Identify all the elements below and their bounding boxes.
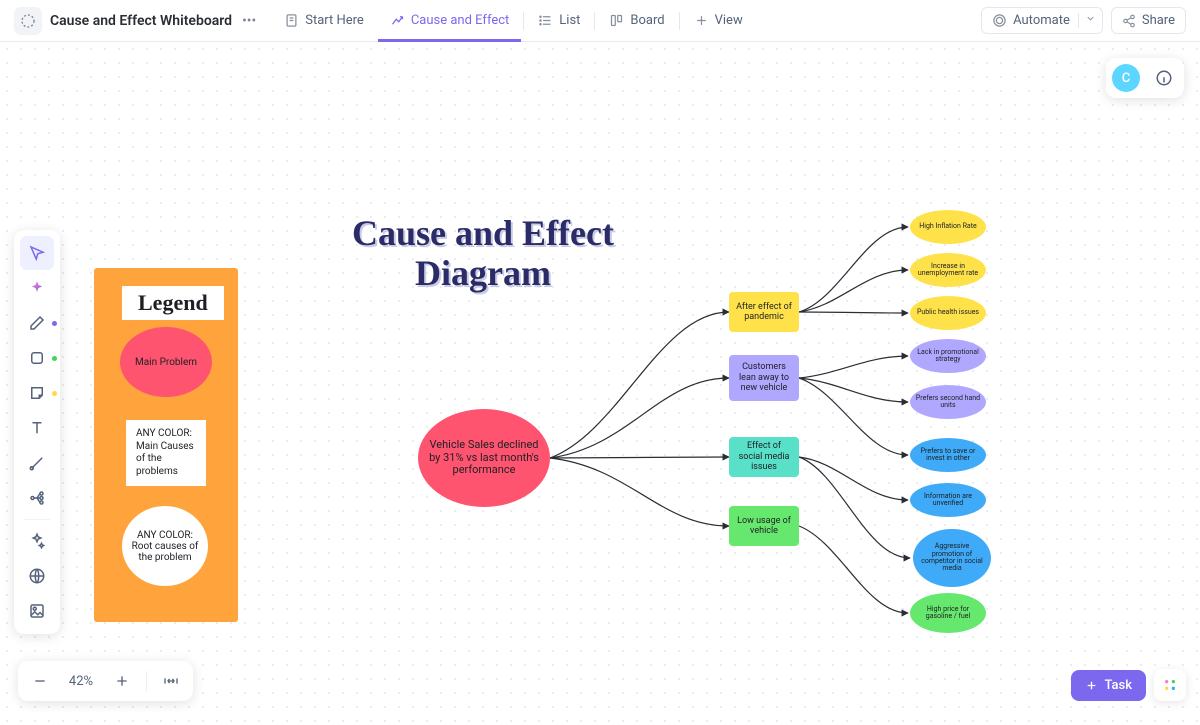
tool-sticky[interactable] [20,376,54,410]
effect-node: Aggressive promotion of competitor in so… [913,529,991,587]
task-label: Task [1104,678,1132,693]
view-tabs: Start Here Cause and Effect List Board V… [272,0,754,42]
legend-causes-box: ANY COLOR:Main Causesof theproblems [126,420,206,486]
doc-icon[interactable] [14,7,42,35]
effect-node: Prefers second hand units [910,385,986,419]
toolbar-separator [24,519,50,520]
legend-root-label: ANY COLOR:Root causes ofthe problem [126,530,205,563]
doc-title-more-icon[interactable]: ••• [240,13,258,29]
tab-add-view[interactable]: View [682,0,755,42]
effect-node: High price for gasoline / fuel [910,593,986,633]
cause-node: Customers lean away to new vehicle [729,355,799,401]
diagram-title: Cause and EffectDiagram [338,214,628,293]
effect-node: Information are unverified [910,483,986,517]
tool-connector[interactable] [20,446,54,480]
tool-text[interactable] [20,411,54,445]
cause-node: After effect of pandemic [729,292,799,332]
share-label: Share [1142,13,1175,28]
legend-main-problem: Main Problem [120,327,212,397]
tab-cause-and-effect[interactable]: Cause and Effect [378,0,521,42]
tab-start-here[interactable]: Start Here [272,0,376,42]
edges-svg [0,42,1200,725]
tool-select[interactable] [20,236,54,270]
tool-web[interactable] [20,559,54,593]
canvas-toolbar [14,230,60,634]
doc-title[interactable]: Cause and Effect Whiteboard [50,13,232,29]
topbar-right: Automate Share [981,7,1186,34]
diagram-layer: Cause and EffectDiagram Legend Main Prob… [0,42,1200,725]
tab-label: Start Here [305,13,364,28]
whiteboard-canvas[interactable]: Cause and EffectDiagram Legend Main Prob… [0,42,1200,725]
effect-node: Lack in promotional strategy [910,339,986,373]
cause-node: Effect of social media issues [729,437,799,477]
share-button[interactable]: Share [1111,7,1186,34]
effect-node: Public health issues [910,296,986,330]
legend-title: Legend [138,290,208,315]
effect-node: Prefers to save or invest in other [910,438,986,472]
zoom-separator [146,671,147,691]
zoom-fit-button[interactable] [157,667,185,695]
legend-title-box: Legend [122,286,224,320]
tab-separator [523,12,524,30]
tab-label: Board [630,13,664,28]
tool-pen[interactable] [20,306,54,340]
tool-magic[interactable] [20,524,54,558]
tab-label: List [559,13,580,28]
tab-separator [679,12,680,30]
apps-button[interactable] [1154,669,1186,701]
avatar-letter: C [1122,71,1131,86]
tab-label: Cause and Effect [411,13,509,28]
tab-label: View [715,13,743,28]
tab-separator [594,12,595,30]
automate-label: Automate [1013,13,1070,28]
bottom-right-controls: Task [1071,669,1186,701]
tool-ai[interactable] [20,271,54,305]
info-icon[interactable] [1150,64,1178,92]
top-bar: Cause and Effect Whiteboard ••• Start He… [0,0,1200,42]
presence-card: C [1106,58,1184,98]
automate-button[interactable]: Automate [981,7,1103,34]
tab-board[interactable]: Board [597,0,676,42]
tool-shape[interactable] [20,341,54,375]
cause-node: Low usage of vehicle [729,506,799,546]
tab-list[interactable]: List [526,0,592,42]
task-button[interactable]: Task [1071,670,1146,701]
tool-image[interactable] [20,594,54,628]
legend-root-oval: ANY COLOR:Root causes ofthe problem [122,506,208,586]
effect-node: Increase in unemployment rate [910,253,986,287]
legend-panel [94,268,238,622]
avatar[interactable]: C [1112,64,1140,92]
zoom-in-button[interactable] [108,667,136,695]
legend-main-label: Main Problem [135,357,197,368]
effect-node: High Inflation Rate [910,210,986,244]
zoom-percent: 42% [64,674,98,689]
zoom-controls: 42% [18,661,193,701]
zoom-out-button[interactable] [26,667,54,695]
chevron-down-icon[interactable] [1078,13,1096,28]
root-problem-node: Vehicle Sales declined by 31% vs last mo… [418,409,550,507]
tool-mindmap[interactable] [20,481,54,515]
